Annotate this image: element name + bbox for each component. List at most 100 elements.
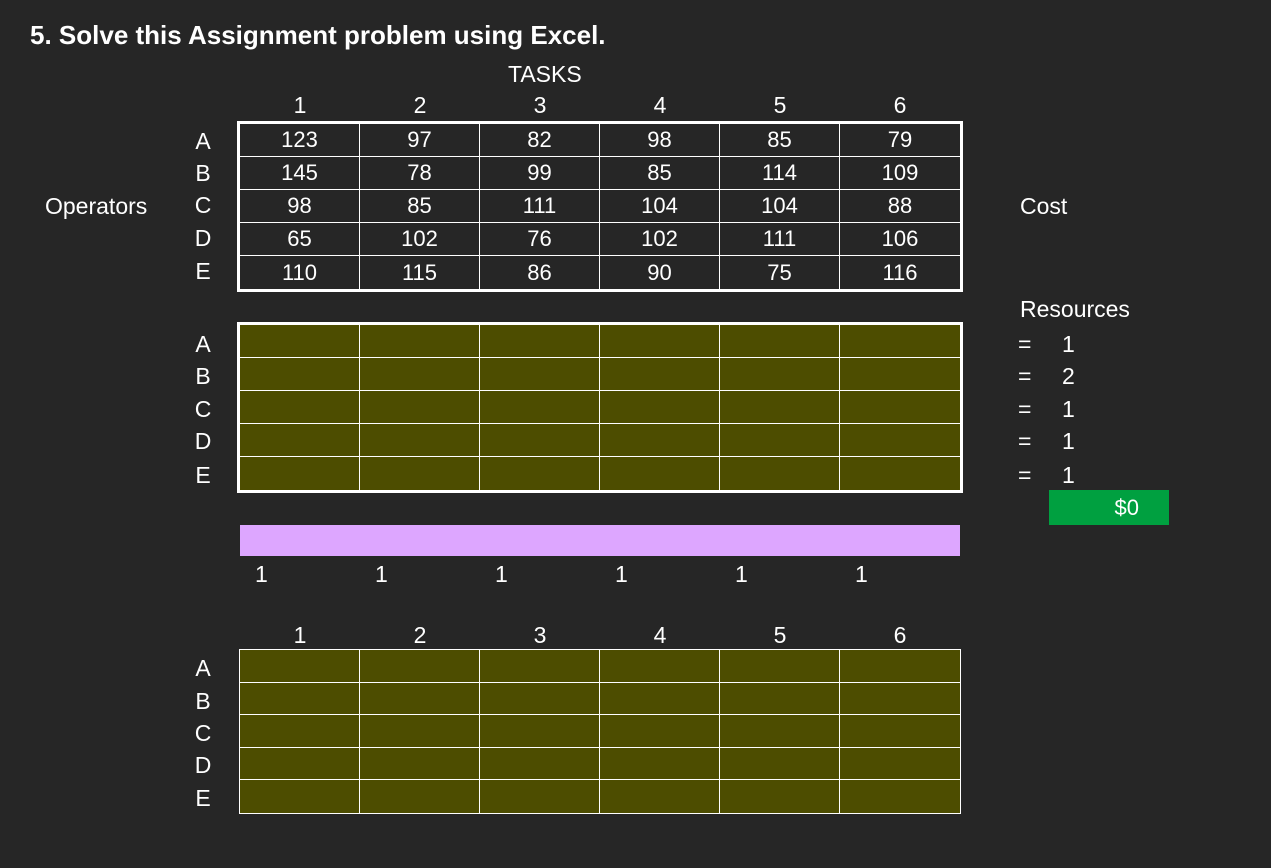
decision-cell[interactable] [480, 780, 600, 813]
decision-cell[interactable] [360, 747, 480, 780]
decision-cell[interactable] [480, 424, 600, 457]
decision-cell[interactable] [600, 424, 720, 457]
cost-cell[interactable]: 102 [360, 223, 480, 256]
decision-cell[interactable] [720, 391, 840, 424]
cost-cell[interactable]: 145 [240, 157, 360, 190]
decision-cell[interactable] [360, 682, 480, 715]
cost-cell[interactable]: 123 [240, 124, 360, 157]
cost-cell[interactable]: 116 [882, 259, 918, 285]
decision-cell[interactable] [720, 747, 840, 780]
row-header: B [195, 688, 211, 714]
cost-cell[interactable]: 85 [360, 190, 480, 223]
decision-cell[interactable] [240, 358, 360, 391]
cost-cell[interactable]: 99 [480, 157, 600, 190]
decision-cell[interactable] [720, 682, 840, 715]
decision-cell[interactable] [840, 715, 960, 748]
cost-cell[interactable]: 109 [840, 157, 960, 190]
decision-cell[interactable] [480, 358, 600, 391]
total-cost-cell[interactable]: $0 [1049, 490, 1169, 525]
cost-cell[interactable]: 104 [600, 190, 720, 223]
cost-cell[interactable]: 88 [840, 190, 960, 223]
cost-cell[interactable]: 104 [720, 190, 840, 223]
column-sum-bar[interactable] [240, 525, 960, 556]
decision-cell[interactable] [600, 358, 720, 391]
decision-cell[interactable] [240, 424, 360, 457]
decision-cell[interactable] [240, 457, 360, 490]
decision-cell[interactable] [480, 715, 600, 748]
row-header: D [194, 225, 212, 251]
column-header: 6 [893, 92, 907, 118]
cost-cell[interactable]: 106 [840, 223, 960, 256]
row-header: A [195, 331, 211, 357]
decision-cell[interactable] [240, 747, 360, 780]
decision-cell[interactable] [360, 780, 480, 813]
decision-cell[interactable] [480, 391, 600, 424]
cost-cell[interactable]: 82 [480, 124, 600, 157]
column-header: 5 [773, 622, 787, 648]
decision-cell[interactable] [600, 325, 720, 358]
cost-cell[interactable]: 98 [600, 124, 720, 157]
decision-cell[interactable] [720, 457, 840, 490]
decision-cell[interactable] [240, 682, 360, 715]
constraint-value: 2 [1062, 363, 1075, 389]
decision-cell[interactable] [840, 747, 960, 780]
decision-cell[interactable] [600, 650, 720, 683]
decision-cell[interactable] [720, 650, 840, 683]
decision-cell[interactable] [600, 682, 720, 715]
cost-cell[interactable]: 90 [600, 256, 720, 289]
decision-cell[interactable] [720, 325, 840, 358]
cost-cell[interactable]: 98 [240, 190, 360, 223]
page-title: 5. Solve this Assignment problem using E… [30, 20, 606, 50]
decision-cell[interactable] [840, 424, 960, 457]
decision-cell[interactable] [840, 325, 960, 358]
decision-cell[interactable] [600, 747, 720, 780]
decision-cell[interactable] [720, 715, 840, 748]
decision-cell[interactable] [480, 457, 600, 490]
decision-cell[interactable] [840, 358, 960, 391]
cost-cell[interactable]: 97 [360, 124, 480, 157]
cost-cell[interactable]: 76 [480, 223, 600, 256]
decision-cell[interactable] [360, 650, 480, 683]
cost-cell[interactable]: 86 [480, 256, 600, 289]
decision-cell[interactable] [720, 780, 840, 813]
decision-cell[interactable] [720, 424, 840, 457]
cost-cell[interactable]: 111 [480, 190, 600, 223]
decision-cell[interactable] [480, 682, 600, 715]
decision-cell[interactable] [480, 747, 600, 780]
decision-cell[interactable] [360, 325, 480, 358]
decision-cell[interactable] [600, 391, 720, 424]
decision-cell[interactable] [840, 457, 960, 490]
decision-cell[interactable] [840, 650, 960, 683]
decision-cell[interactable] [360, 715, 480, 748]
decision-cell[interactable] [840, 682, 960, 715]
decision-cell[interactable] [600, 715, 720, 748]
decision-cell[interactable] [600, 457, 720, 490]
decision-cell[interactable] [480, 650, 600, 683]
cost-cell[interactable]: 115 [360, 256, 480, 289]
cost-cell[interactable]: 111 [720, 223, 840, 256]
decision-cell[interactable] [720, 358, 840, 391]
decision-cell[interactable] [240, 391, 360, 424]
cost-cell[interactable]: 65 [240, 223, 360, 256]
total-cost-value: $0 [1114, 494, 1139, 520]
cost-cell[interactable]: 79 [840, 124, 960, 157]
cost-cell[interactable]: 85 [720, 124, 840, 157]
decision-cell[interactable] [240, 650, 360, 683]
decision-cell[interactable] [360, 358, 480, 391]
decision-cell[interactable] [600, 780, 720, 813]
cost-cell[interactable]: 102 [600, 223, 720, 256]
decision-cell[interactable] [360, 391, 480, 424]
decision-cell[interactable] [240, 325, 360, 358]
decision-cell[interactable] [840, 780, 960, 813]
decision-cell[interactable] [240, 715, 360, 748]
decision-cell[interactable] [360, 424, 480, 457]
cost-cell[interactable]: 85 [600, 157, 720, 190]
cost-cell[interactable]: 114 [720, 157, 840, 190]
cost-cell[interactable]: 75 [720, 256, 840, 289]
decision-cell[interactable] [240, 780, 360, 813]
cost-cell[interactable]: 78 [360, 157, 480, 190]
cost-cell[interactable]: 110 [240, 256, 360, 289]
decision-cell[interactable] [840, 391, 960, 424]
decision-cell[interactable] [360, 457, 480, 490]
decision-cell[interactable] [480, 325, 600, 358]
